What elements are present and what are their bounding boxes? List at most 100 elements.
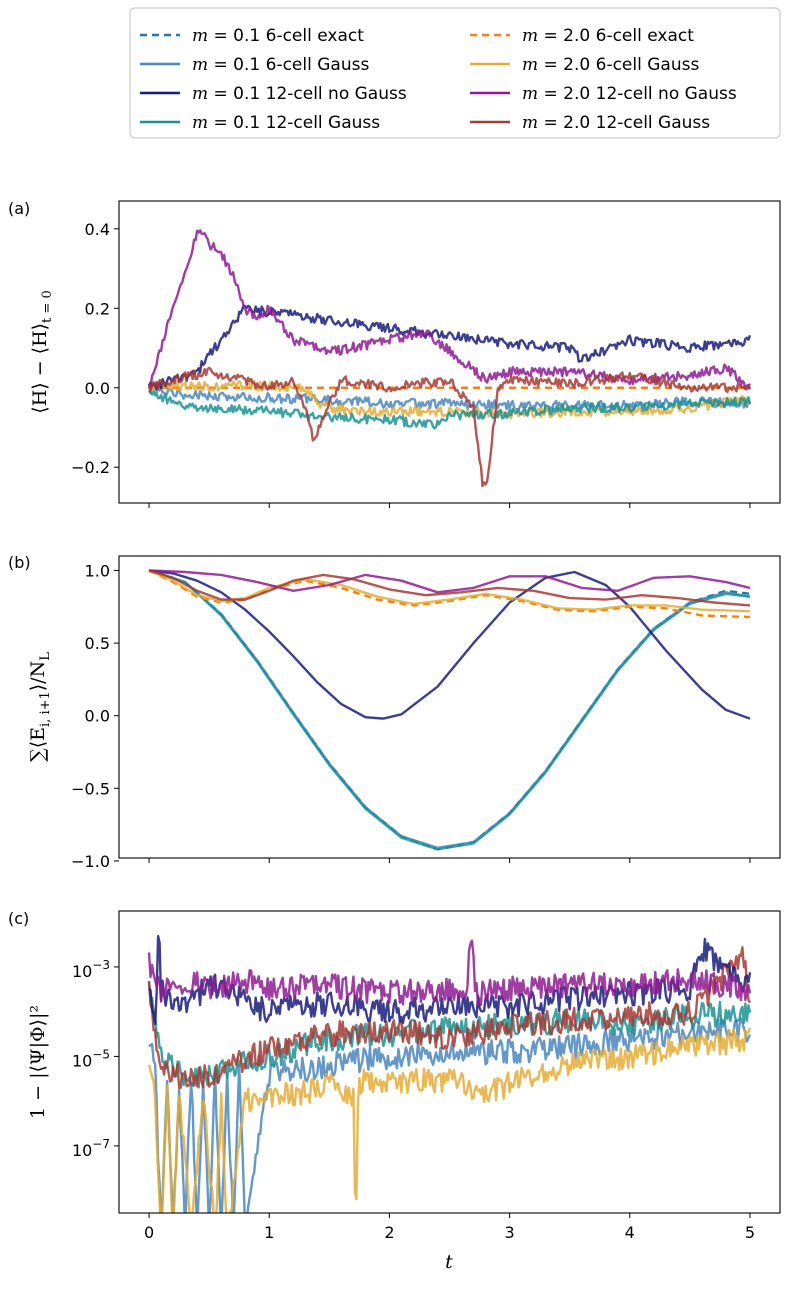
legend-eq: = 2.0 [538,113,596,133]
legend-label-6-cell-exact-m20: m = 2.0 6-cell exact [522,26,694,46]
panel-b-label: (b) [8,553,31,572]
panel-b-series-m-0-1-6-cell-exact [148,569,751,851]
panel-a-series-m-0-1-12-cell-no-gauss [147,304,752,391]
panel-b: (b) −1.0 −0.5 0.0 0.5 1.0 ∑⟨Ei, i+1⟩/NL [8,553,781,871]
legend: m = 0.1 6-cell exact m = 2.0 6-cell exact… [129,7,781,139]
legend-desc: 6-cell Gauss [266,55,370,75]
legend-eq: = 2.0 [538,55,596,75]
panel-c-label: (c) [8,909,29,928]
ytick-exponent: −5 [92,1047,110,1061]
panel-b-yticks: −1.0 −0.5 0.0 0.5 1.0 [71,562,119,871]
legend-eq: = 2.0 [538,84,596,104]
panel-a-xticks [148,503,751,508]
legend-eq: = 0.1 [208,55,266,75]
legend-frame [129,7,781,139]
panel-c-series-m-0-1-6-cell-gauss [148,1017,752,1213]
panel-b-ylabel-tail: ⟩/N [27,661,49,691]
legend-label-12-cell-no-gauss-m01: m = 0.1 12-cell no Gauss [192,84,407,104]
panel-c-series-m-0-1-12-cell-gauss [147,981,752,1089]
panel-a-ytick-label: −0.2 [71,458,110,477]
panel-b-ytick-label: 1.0 [85,562,110,581]
ytick-base: 10 [72,962,92,981]
xtick-label: 1 [264,1223,274,1242]
panel-b-ylabel-sub: i, i+1 [38,691,53,727]
legend-desc: 6-cell exact [266,26,365,46]
legend-var: m [192,113,208,133]
panel-c-lines [147,934,752,1213]
panel-b-series-m-0-1-12-cell-no-gauss [148,569,751,720]
legend-desc: 6-cell Gauss [596,55,700,75]
legend-var: m [522,113,538,133]
panel-a-ytick-label: 0.0 [85,379,110,398]
panel-a-series-m-2-0-6-cell-gauss [147,379,752,420]
panel-a-series-m-2-0-12-cell-gauss [147,366,752,488]
legend-var: m [192,84,208,104]
panel-b-ylabel-main: ∑⟨E [27,727,49,762]
panel-a-frame [118,200,781,504]
panel-b-ytick-label: 0.5 [85,634,110,653]
panel-a-series-m-0-1-12-cell-gauss [148,389,752,430]
xtick-label: 0 [144,1223,154,1242]
panel-c-ylabel: 1 − |⟨Ψ|Φ⟩|² [27,1005,49,1119]
legend-entries: m = 0.1 6-cell exact m = 2.0 6-cell exact… [140,26,737,133]
xtick-label: 4 [625,1223,635,1242]
legend-var: m [192,26,208,46]
panel-b-ytick-label: −1.0 [71,852,110,871]
legend-var: m [192,55,208,75]
legend-desc: 12-cell Gauss [266,113,381,133]
legend-label-6-cell-exact-m01: m = 0.1 6-cell exact [192,26,364,46]
ytick-base: 10 [72,1141,92,1160]
ytick-exponent: −3 [92,958,110,972]
x-axis-label: t [445,1251,453,1273]
legend-label-6-cell-gauss-m01: m = 0.1 6-cell Gauss [192,55,369,75]
panel-b-series-m-0-1-6-cell-gauss [148,569,751,849]
xtick-label: 3 [504,1223,514,1242]
panel-c-ytick-label: 10−5 [72,1047,110,1070]
panel-b-xticks [148,858,751,863]
panel-b-frame [118,555,781,859]
legend-var: m [522,84,538,104]
panel-a-ytick-label: 0.4 [85,220,110,239]
legend-label-12-cell-gauss-m20: m = 2.0 12-cell Gauss [522,113,710,133]
legend-desc: 12-cell Gauss [596,113,711,133]
panel-c-xticks: 0 1 2 3 4 5 [144,1213,755,1242]
panel-c-ytick-label: 10−7 [72,1137,110,1160]
panel-c-series-m-2-0-6-cell-gauss [147,1027,752,1213]
legend-desc: 6-cell exact [596,26,695,46]
ytick-base: 10 [72,1051,92,1070]
panel-c-frame [118,910,781,1214]
legend-eq: = 2.0 [538,26,596,46]
panel-a-ytick-label: 0.2 [85,299,110,318]
panel-a-ylabel-main: ⟨H⟩ − ⟨H⟩ [29,323,51,414]
panel-b-ylabel-sub2: L [38,652,53,661]
panel-b-series-m-2-0-6-cell-exact [148,569,751,619]
panel-a-ylabel: ⟨H⟩ − ⟨H⟩t = 0 [29,290,55,413]
panel-a: (a) −0.2 0.0 0.2 0.4 ⟨H⟩ − ⟨H⟩t = 0 [8,199,781,508]
panel-b-ylabel: ∑⟨Ei, i+1⟩/NL [27,652,53,762]
panel-b-series-m-0-1-12-cell-gauss [148,569,751,851]
xtick-label: 2 [384,1223,394,1242]
legend-eq: = 0.1 [208,26,266,46]
panel-c-yticks: 10−710−510−3 [72,958,119,1160]
panel-a-yticks: −0.2 0.0 0.2 0.4 [71,220,119,477]
legend-label-12-cell-no-gauss-m20: m = 2.0 12-cell no Gauss [522,84,737,104]
legend-eq: = 0.1 [208,113,266,133]
legend-desc: 12-cell no Gauss [266,84,407,104]
panel-b-series-m-2-0-12-cell-gauss [148,569,751,607]
legend-label-12-cell-gauss-m01: m = 0.1 12-cell Gauss [192,113,380,133]
panel-b-series-m-2-0-6-cell-gauss [148,569,751,613]
panel-a-ylabel-sub: t = 0 [40,290,55,323]
ytick-exponent: −7 [92,1137,110,1151]
xtick-label: 5 [745,1223,755,1242]
panel-a-label: (a) [8,199,30,218]
panel-a-series-m-2-0-12-cell-no-gauss [147,229,752,390]
panel-b-series-m-2-0-12-cell-no-gauss [148,569,751,594]
panel-b-ytick-label: −0.5 [71,779,110,798]
panel-a-lines [147,229,752,488]
panel-b-ytick-label: 0.0 [85,707,110,726]
legend-label-6-cell-gauss-m20: m = 2.0 6-cell Gauss [522,55,699,75]
legend-var: m [522,26,538,46]
panel-c-series-m-2-0-12-cell-gauss [147,946,752,1090]
legend-var: m [522,55,538,75]
